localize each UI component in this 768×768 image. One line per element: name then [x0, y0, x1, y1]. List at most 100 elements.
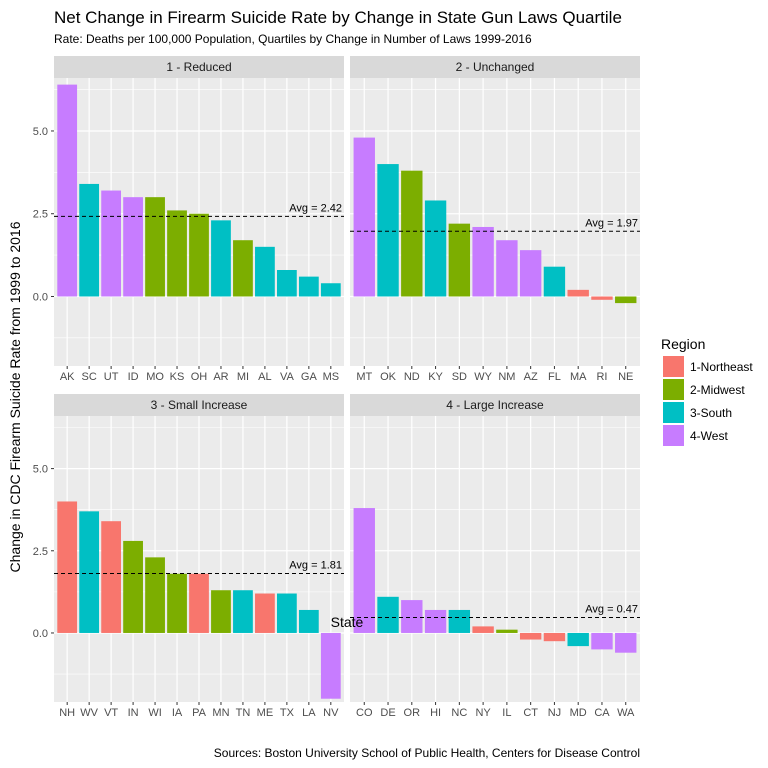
bar-NM	[496, 240, 518, 297]
bar-WV	[79, 511, 100, 633]
x-tick-label-NV: NV	[323, 707, 339, 719]
bar-IL	[496, 629, 518, 633]
x-tick-label-NY: NY	[475, 707, 491, 719]
chart-caption: Sources: Boston University School of Pub…	[214, 746, 640, 760]
legend-label-1: 1-Northeast	[690, 360, 753, 374]
y-tick-label: 0.0	[33, 628, 48, 640]
chart-subtitle: Rate: Deaths per 100,000 Population, Qua…	[54, 32, 532, 46]
x-tick-label-AZ: AZ	[524, 371, 538, 383]
panel-1: 1 - Reduced 0.0 2.5 5.0 AK SC UT ID MO KS OH AR MI AL…	[33, 56, 344, 383]
bar-NH	[57, 501, 78, 633]
bar-SD	[448, 223, 471, 297]
avg-label: Avg = 2.42	[289, 202, 342, 214]
x-tick-label-OH: OH	[191, 371, 208, 383]
bar-SC	[79, 183, 100, 297]
bar-OH	[189, 213, 209, 297]
x-tick-label-KY: KY	[428, 371, 443, 383]
bar-NY	[472, 626, 494, 633]
bar-PA	[189, 573, 209, 633]
x-tick-label-DE: DE	[380, 707, 395, 719]
bar-VA	[276, 270, 297, 297]
x-tick-label-MN: MN	[212, 707, 229, 719]
x-tick-label-NC: NC	[451, 707, 467, 719]
plot-background	[350, 416, 640, 702]
x-tick-label-RI: RI	[596, 371, 607, 383]
facet-label: 2 - Unchanged	[456, 60, 535, 74]
bar-LA	[298, 609, 319, 633]
y-tick-label: 0.0	[33, 291, 48, 303]
x-tick-label-WI: WI	[148, 707, 161, 719]
legend-label-4: 4-West	[690, 429, 728, 443]
panel-4: 4 - Large Increase CO DE OR HI NC NY IL CT NJ MD CA…	[350, 394, 640, 719]
x-tick-label-HI: HI	[430, 707, 441, 719]
bar-TX	[276, 593, 297, 633]
x-tick-label-CT: CT	[523, 707, 538, 719]
x-tick-label-ND: ND	[404, 371, 420, 383]
bar-CA	[591, 632, 613, 650]
x-tick-label-SC: SC	[82, 371, 97, 383]
facet-label: 3 - Small Increase	[151, 398, 248, 412]
x-tick-label-AL: AL	[258, 371, 271, 383]
y-tick-label: 2.5	[33, 209, 48, 221]
x-tick-label-MT: MT	[356, 371, 372, 383]
facet-label: 1 - Reduced	[166, 60, 231, 74]
x-tick-label-NM: NM	[498, 371, 515, 383]
avg-label: Avg = 1.81	[289, 559, 342, 571]
bar-VT	[101, 521, 122, 633]
x-tick-label-UT: UT	[104, 371, 119, 383]
x-axis-title: State	[331, 614, 364, 630]
x-tick-label-WA: WA	[617, 707, 635, 719]
x-tick-label-OR: OR	[404, 707, 421, 719]
x-tick-label-NE: NE	[618, 371, 633, 383]
facet-strip	[54, 394, 344, 416]
x-tick-label-OK: OK	[380, 371, 397, 383]
bar-NE	[615, 296, 637, 304]
x-tick-label-WV: WV	[80, 707, 98, 719]
x-tick-label-TX: TX	[280, 707, 295, 719]
bar-KY	[424, 200, 447, 297]
x-tick-label-MI: MI	[237, 371, 249, 383]
x-tick-label-CO: CO	[356, 707, 373, 719]
x-tick-label-MO: MO	[146, 371, 164, 383]
bar-OK	[377, 164, 399, 297]
bar-CT	[519, 632, 542, 640]
legend: Region 1-Northeast 2-Midwest 3-South 4-West	[661, 336, 753, 446]
panels-layer: 1 - Reduced 0.0 2.5 5.0 AK SC UT ID MO KS OH AR MI AL…	[33, 56, 640, 719]
x-tick-label-TN: TN	[236, 707, 251, 719]
bar-WI	[145, 557, 165, 633]
bar-WY	[472, 226, 494, 297]
x-tick-label-AK: AK	[60, 371, 75, 383]
x-tick-label-NJ: NJ	[548, 707, 561, 719]
bar-MO	[145, 197, 165, 297]
y-axis-title: Change in CDC Firearm Suicide Rate from …	[7, 221, 23, 572]
facet-strip	[350, 56, 640, 78]
bar-ND	[401, 170, 423, 297]
x-tick-label-IN: IN	[128, 707, 139, 719]
legend-key-2	[663, 379, 684, 400]
x-tick-label-NH: NH	[59, 707, 75, 719]
facet-strip	[54, 56, 344, 78]
legend-key-1	[663, 356, 684, 377]
bar-AR	[211, 220, 231, 297]
x-tick-label-SD: SD	[452, 371, 467, 383]
bar-MT	[353, 137, 375, 297]
panel-2: 2 - Unchanged MT OK ND KY SD WY NM AZ FL MA RI NE Avg…	[350, 56, 640, 383]
bar-HI	[424, 609, 447, 633]
bar-UT	[101, 190, 122, 297]
legend-label-3: 3-South	[690, 406, 732, 420]
bar-AK	[57, 84, 78, 297]
x-tick-label-ID: ID	[128, 371, 139, 383]
legend-label-2: 2-Midwest	[690, 383, 745, 397]
bar-CO	[353, 508, 375, 633]
x-tick-label-ME: ME	[257, 707, 274, 719]
bar-ME	[255, 593, 275, 633]
bar-MD	[567, 632, 589, 647]
bar-NC	[448, 609, 471, 633]
bar-ID	[123, 197, 143, 297]
bar-WA	[615, 632, 637, 653]
x-tick-label-CA: CA	[594, 707, 610, 719]
x-tick-label-MA: MA	[570, 371, 587, 383]
x-tick-label-PA: PA	[192, 707, 207, 719]
facet-label: 4 - Large Increase	[446, 398, 544, 412]
bar-FL	[543, 266, 566, 297]
